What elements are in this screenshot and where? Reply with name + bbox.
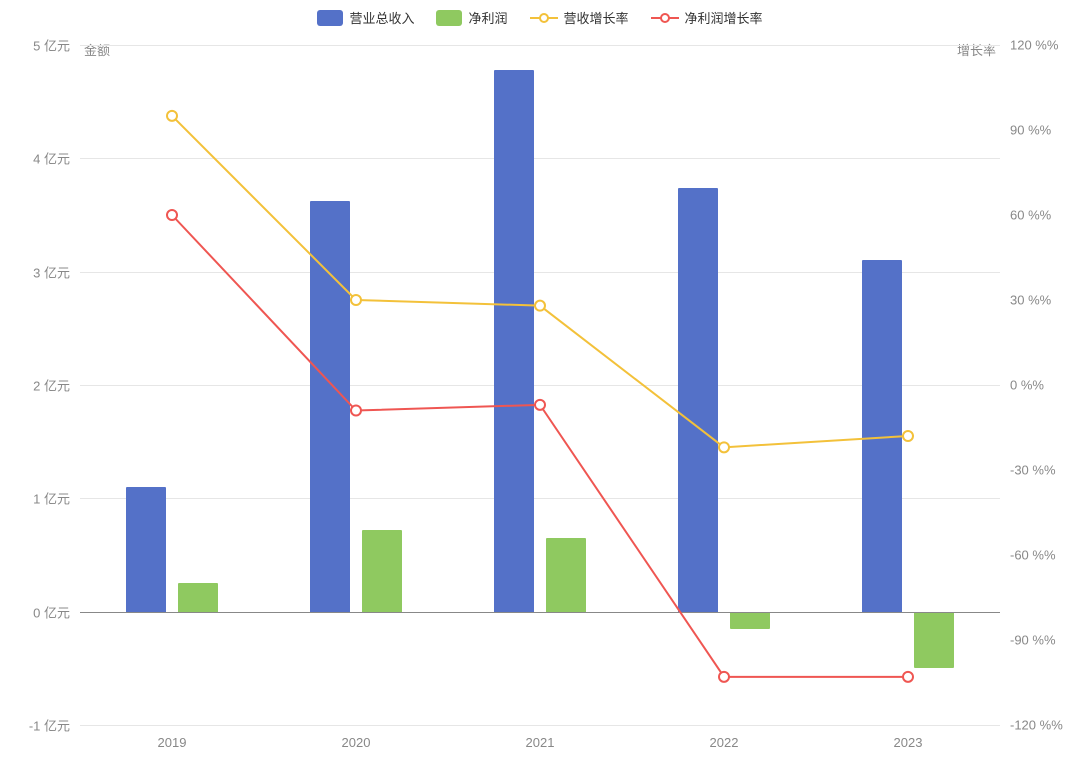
y-left-tick: 5 亿元: [33, 36, 80, 55]
y-right-tick: -120 %%: [1000, 718, 1063, 733]
lines-layer: [80, 45, 1000, 725]
y-left-tick: 0 亿元: [33, 602, 80, 621]
legend-item-rev-growth: 营收增长率: [530, 8, 629, 27]
marker-rev_growth: [903, 431, 913, 441]
y-left-tick: 4 亿元: [33, 149, 80, 168]
marker-profit_growth: [351, 406, 361, 416]
line-profit_growth: [172, 215, 908, 677]
legend-label: 营业总收入: [349, 8, 414, 27]
marker-rev_growth: [167, 111, 177, 121]
x-tick: 2022: [710, 725, 739, 750]
legend-item-profit: 净利润: [436, 8, 507, 27]
legend-item-revenue: 营业总收入: [317, 8, 414, 27]
x-tick: 2020: [342, 725, 371, 750]
y-right-tick: -30 %%: [1000, 463, 1056, 478]
plot-area: -1 亿元0 亿元1 亿元2 亿元3 亿元4 亿元5 亿元-120 %%-90 …: [80, 45, 1000, 725]
legend: 营业总收入 净利润 营收增长率 净利润增长率: [0, 8, 1080, 27]
marker-rev_growth: [719, 442, 729, 452]
marker-profit_growth: [167, 210, 177, 220]
legend-label: 净利润: [468, 8, 507, 27]
y-right-tick: 90 %%: [1000, 123, 1051, 138]
y-left-tick: 3 亿元: [33, 262, 80, 281]
y-left-tick: 2 亿元: [33, 376, 80, 395]
legend-label: 营收增长率: [564, 8, 629, 27]
legend-swatch-profit-growth: [651, 11, 679, 25]
marker-profit_growth: [535, 400, 545, 410]
y-right-tick: 120 %%: [1000, 38, 1058, 53]
y-left-tick: -1 亿元: [29, 716, 80, 735]
marker-profit_growth: [903, 672, 913, 682]
line-rev_growth: [172, 116, 908, 448]
y-right-tick: -60 %%: [1000, 548, 1056, 563]
marker-rev_growth: [351, 295, 361, 305]
combo-chart: 营业总收入 净利润 营收增长率 净利润增长率 金额 增长率 -1 亿元0 亿元1…: [0, 0, 1080, 762]
marker-profit_growth: [719, 672, 729, 682]
y-left-tick: 1 亿元: [33, 489, 80, 508]
legend-swatch-revenue: [317, 10, 343, 26]
y-right-tick: 30 %%: [1000, 293, 1051, 308]
x-tick: 2019: [158, 725, 187, 750]
y-right-tick: 60 %%: [1000, 208, 1051, 223]
marker-rev_growth: [535, 301, 545, 311]
legend-swatch-rev-growth: [530, 11, 558, 25]
legend-swatch-profit: [436, 10, 462, 26]
y-right-tick: -90 %%: [1000, 633, 1056, 648]
legend-item-profit-growth: 净利润增长率: [651, 8, 763, 27]
legend-label: 净利润增长率: [685, 8, 763, 27]
y-right-tick: 0 %%: [1000, 378, 1044, 393]
x-tick: 2023: [894, 725, 923, 750]
x-tick: 2021: [526, 725, 555, 750]
